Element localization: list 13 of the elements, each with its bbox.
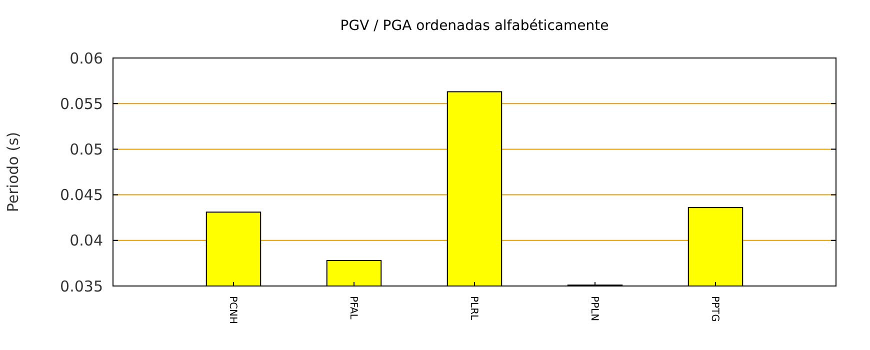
y-tick-label: 0.06: [70, 49, 103, 68]
y-tick-label: 0.035: [60, 277, 103, 296]
x-tick-label: PLRL: [468, 296, 479, 321]
chart-title: PGV / PGA ordenadas alfabéticamente: [340, 18, 609, 34]
x-tick-label: PPTG: [709, 296, 720, 322]
y-tick-label: 0.04: [70, 232, 103, 250]
y-tick-label: 0.055: [60, 94, 103, 113]
x-tick-label: PCNH: [227, 296, 238, 324]
y-tick-label: 0.05: [70, 140, 103, 158]
y-axis-title: Periodo (s): [4, 132, 22, 212]
y-tick-label: 0.045: [60, 186, 103, 204]
x-tick-label: PFAL: [348, 296, 358, 320]
x-tick-label: PPLN: [588, 296, 600, 322]
